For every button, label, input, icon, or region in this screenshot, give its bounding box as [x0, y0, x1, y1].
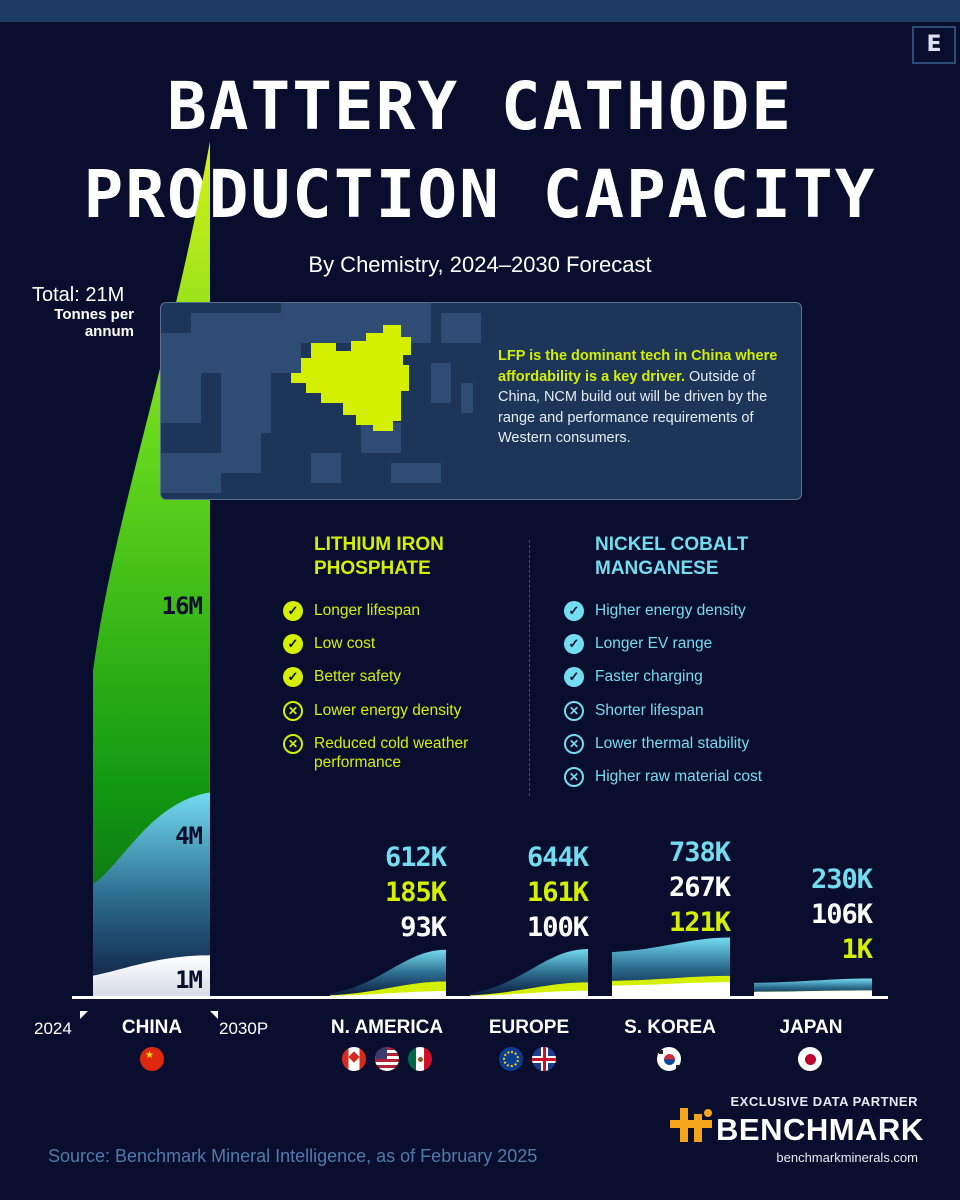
eu-other-value: 100K [526, 912, 589, 943]
ncm-con-1: Shorter lifespan [595, 702, 704, 719]
region-south-korea: S. KOREA [624, 1017, 716, 1038]
kr-lfp-value: 121K [668, 907, 731, 938]
region-china: CHINA [121, 1017, 183, 1038]
na-other-area [330, 991, 446, 996]
eu-other-area [470, 990, 588, 996]
start-year-label: 2024 [34, 1019, 72, 1038]
usa-flag-icon [374, 1046, 400, 1072]
title-line-2: PRODUCTION CAPACITY [83, 156, 877, 233]
china-ncm-area [93, 792, 210, 996]
kr-ncm-value: 738K [668, 837, 731, 868]
check-icon: ✓ [564, 634, 584, 654]
south-korea-flag-icon [656, 1046, 682, 1072]
china-ncm-label: 4M [175, 822, 203, 850]
kr-other-value: 267K [668, 872, 731, 903]
mexico-flag-icon [407, 1046, 433, 1072]
ncm-pro-2: Longer EV range [595, 635, 713, 652]
publisher-logo: E [912, 26, 956, 64]
japan-flag-icon [797, 1046, 823, 1072]
end-year-marker-icon [210, 1011, 218, 1019]
partner-url: benchmarkminerals.com [776, 1150, 918, 1165]
china-other-area [93, 955, 210, 996]
check-icon: ✓ [564, 601, 584, 621]
callout-text: LFP is the dominant tech in China where … [498, 346, 788, 449]
partner-label: EXCLUSIVE DATA PARTNER [730, 1094, 918, 1109]
check-icon: ✓ [283, 667, 303, 687]
check-icon: ✓ [564, 667, 584, 687]
china-lfp-label: 16M [161, 592, 203, 620]
eu-ncm-value: 644K [526, 842, 589, 873]
region-area-charts [330, 937, 872, 996]
lfp-pro-1: Longer lifespan [314, 602, 420, 619]
lfp-con-2: Reduced cold weather performance [314, 735, 469, 771]
lfp-title: LITHIUM IRON PHOSPHATE [314, 533, 464, 581]
total-label: Total: 21M [32, 284, 125, 306]
cross-icon: ✕ [283, 701, 303, 721]
end-year-label: 2030P [219, 1019, 269, 1038]
cross-icon: ✕ [564, 734, 584, 754]
eu-flag-icon [498, 1046, 524, 1072]
callout-box [160, 302, 802, 500]
cross-icon: ✕ [564, 701, 584, 721]
jp-other-area [754, 990, 872, 996]
top-bar [0, 0, 960, 22]
ncm-pro-3: Faster charging [595, 668, 703, 685]
lfp-con-1: Lower energy density [314, 702, 462, 719]
canada-flag-icon [341, 1046, 367, 1072]
subtitle: By Chemistry, 2024–2030 Forecast [308, 252, 652, 277]
partner-name: BENCHMARK [716, 1112, 924, 1147]
jp-ncm-value: 230K [810, 864, 873, 895]
start-year-marker-icon [80, 1011, 88, 1019]
region-japan: JAPAN [779, 1017, 843, 1038]
check-icon: ✓ [283, 601, 303, 621]
ncm-con-3: Higher raw material cost [595, 768, 763, 785]
total-units: Tonnes per annum [54, 306, 134, 340]
check-icon: ✓ [283, 634, 303, 654]
callout-highlight: LFP is the dominant tech in China where … [498, 348, 778, 385]
lfp-pro-3: Better safety [314, 668, 402, 685]
ncm-title-text: NICKEL COBALT MANGANESE [595, 534, 749, 579]
x-axis-baseline [72, 996, 888, 999]
na-other-value: 93K [400, 912, 447, 943]
title-line-1: BATTERY CATHODE [166, 68, 794, 145]
ncm-pro-1: Higher energy density [595, 602, 746, 619]
callout-body: Outside of China, NCM build out will be … [498, 368, 768, 447]
lfp-pro-2: Low cost [314, 635, 376, 652]
region-north-america: N. AMERICA [330, 1017, 444, 1038]
eu-lfp-value: 161K [526, 877, 589, 908]
china-other-label: 1M [175, 966, 203, 994]
lfp-title-text: LITHIUM IRON PHOSPHATE [314, 534, 444, 579]
na-lfp-value: 185K [384, 877, 447, 908]
na-ncm-value: 612K [384, 842, 447, 873]
ncm-con-2: Lower thermal stability [595, 735, 750, 752]
kr-other-area [612, 982, 730, 996]
source-note: Source: Benchmark Mineral Intelligence, … [48, 1146, 538, 1166]
china-area-chart [93, 141, 210, 996]
jp-other-value: 106K [810, 899, 873, 930]
asia-map-icon [161, 303, 481, 493]
china-flag-icon: ★ [139, 1046, 165, 1072]
benchmark-logo-icon [670, 1108, 712, 1142]
column-divider [529, 540, 530, 796]
ncm-title: NICKEL COBALT MANGANESE [595, 533, 755, 581]
cross-icon: ✕ [564, 767, 584, 787]
jp-lfp-value: 1K [841, 934, 873, 965]
cross-icon: ✕ [283, 734, 303, 754]
uk-flag-icon [531, 1046, 557, 1072]
region-europe: EUROPE [488, 1017, 570, 1038]
